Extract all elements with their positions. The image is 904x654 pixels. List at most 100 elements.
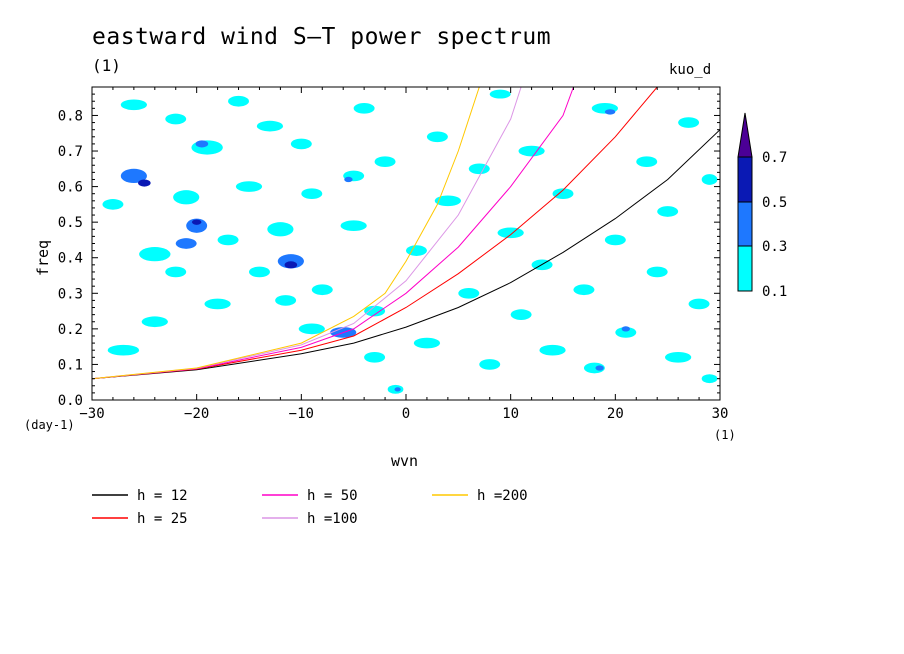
x-axis: −30 −20 −10 0 10 20 30 <box>79 87 728 422</box>
x-axis-label: wvn <box>391 452 418 470</box>
colorbar-label: 0.7 <box>762 150 787 166</box>
chart-subtitle-right: kuo_d <box>669 62 712 78</box>
power-blob-48 <box>510 309 532 320</box>
power-blob-26 <box>298 323 325 335</box>
x-tick-label: 10 <box>502 406 519 422</box>
power-blob-45 <box>479 359 501 370</box>
power-blob-40 <box>413 337 441 349</box>
y-tick-label: 0.4 <box>58 251 83 267</box>
chart-title: eastward wind S–T power spectrum <box>92 24 552 50</box>
x-tick-label: 30 <box>712 406 729 422</box>
x-tick-label: −20 <box>184 406 209 422</box>
legend-label-4: h =200 <box>477 488 528 504</box>
power-blob-34 <box>364 305 386 317</box>
power-blob-22 <box>277 254 304 269</box>
power-blob-42 <box>434 195 461 207</box>
y-unit-label: (day-1) <box>24 418 75 432</box>
colorbar-label: 0.1 <box>762 284 787 300</box>
y-tick-label: 0.8 <box>58 108 83 124</box>
power-blob-53 <box>573 284 595 296</box>
power-blob-68 <box>701 174 718 185</box>
power-blob-66 <box>688 298 710 310</box>
colorbar-label: 0.5 <box>762 195 787 211</box>
y-tick-label: 0.3 <box>58 286 83 302</box>
power-blob-25 <box>290 138 312 150</box>
power-blob-23 <box>284 261 298 269</box>
power-blob-58 <box>604 234 626 246</box>
power-blob-24 <box>275 295 297 306</box>
power-blob-4 <box>120 99 147 111</box>
power-blob-5 <box>107 344 140 356</box>
power-blob-62 <box>646 266 668 278</box>
colorbar-segment-2 <box>737 156 753 203</box>
power-blob-16 <box>217 234 239 246</box>
power-blob-32 <box>344 176 353 183</box>
legend-label-0: h = 12 <box>137 488 188 504</box>
power-blob-9 <box>173 190 200 205</box>
legend-label-3: h =100 <box>307 511 358 527</box>
power-blob-20 <box>256 120 284 132</box>
legend-label-2: h = 50 <box>307 488 358 504</box>
power-blob-30 <box>340 220 367 232</box>
power-blob-65 <box>678 117 700 128</box>
legend-label-1: h = 25 <box>137 511 188 527</box>
dispersion-curve-1 <box>92 87 658 380</box>
y-tick-label: 0.7 <box>58 144 83 160</box>
power-blob-28 <box>311 284 333 296</box>
power-blob-43 <box>458 287 480 299</box>
power-blob-57 <box>604 109 616 115</box>
y-tick-label: 0.0 <box>58 393 83 409</box>
power-blob-52 <box>552 188 574 200</box>
power-blob-44 <box>468 163 490 175</box>
power-blob-41 <box>426 131 448 143</box>
x-tick-label: 20 <box>607 406 624 422</box>
power-blob-46 <box>489 89 511 99</box>
y-axis: 0.0 0.1 0.2 0.3 0.4 0.5 0.6 0.7 0.8 <box>58 86 720 409</box>
power-blob-7 <box>141 316 168 328</box>
dispersion-curve-4 <box>92 87 480 380</box>
power-blob-64 <box>665 351 692 363</box>
chart-subtitle-left: (1) <box>92 56 121 75</box>
power-blob-21 <box>267 222 294 237</box>
power-blob-39 <box>406 245 427 256</box>
power-contours <box>102 89 718 394</box>
power-blob-49 <box>518 145 545 157</box>
x-tick-label: −10 <box>289 406 314 422</box>
power-blob-67 <box>701 374 718 384</box>
power-blob-17 <box>228 95 250 107</box>
y-tick-label: 0.5 <box>58 215 83 231</box>
colorbar: 0.1 0.3 0.5 0.7 <box>737 112 787 300</box>
y-tick-label: 0.6 <box>58 180 83 196</box>
power-blob-13 <box>195 140 209 148</box>
power-blob-15 <box>175 238 197 249</box>
power-blob-10 <box>186 218 208 233</box>
dispersion-curve-2 <box>92 87 574 380</box>
power-blob-63 <box>657 206 679 217</box>
power-blob-2 <box>102 199 124 210</box>
power-blob-47 <box>497 227 524 239</box>
dispersion-curve-3 <box>92 87 522 380</box>
power-blob-19 <box>249 266 270 278</box>
power-blob-61 <box>636 156 658 168</box>
power-blob-38 <box>394 387 401 392</box>
colorbar-top-triangle <box>737 112 753 158</box>
power-blob-59 <box>615 327 637 338</box>
power-blob-14 <box>204 298 231 310</box>
power-blob-18 <box>235 181 263 192</box>
power-blob-36 <box>374 156 396 168</box>
y-tick-label: 0.1 <box>58 357 83 373</box>
colorbar-label: 0.3 <box>762 239 787 255</box>
x-unit-label: (1) <box>714 428 736 442</box>
dispersion-curve-0 <box>92 129 720 380</box>
power-blob-55 <box>595 365 604 371</box>
power-blob-3 <box>165 113 187 125</box>
power-blob-35 <box>364 351 386 363</box>
y-tick-label: 0.2 <box>58 322 83 338</box>
power-blob-8 <box>165 266 187 278</box>
x-tick-label: 0 <box>402 406 410 422</box>
power-blob-27 <box>301 188 323 200</box>
legend: h = 12 h = 25 h = 50 h =100 h =200 <box>92 488 528 527</box>
power-blob-51 <box>539 344 566 356</box>
power-blob-11 <box>191 219 202 225</box>
